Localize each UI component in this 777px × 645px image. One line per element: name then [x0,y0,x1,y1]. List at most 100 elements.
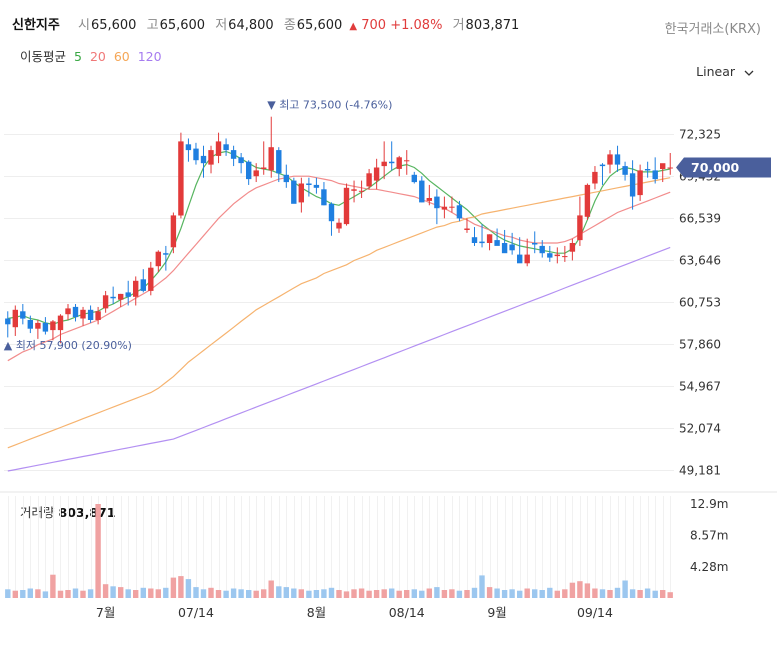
volume-bar [193,587,199,598]
candle-body [65,308,71,315]
candle-body [72,306,79,318]
candle-body [524,254,530,264]
high-price-annotation: ▼ 최고 73,500 (-4.76%) [267,99,392,112]
candle-body [486,234,493,243]
candle-body [50,321,56,331]
ma-legend-20[interactable]: 20 [89,49,106,64]
volume-bar [426,588,432,598]
volume-bar [306,590,312,598]
volume-bar [547,587,553,598]
volume-bar [95,504,101,598]
volume-bar [456,590,463,598]
candle-body [622,166,628,175]
candle-body [321,189,327,206]
candle-body [102,295,109,309]
candle-body [464,228,470,230]
volume-bar [5,589,11,598]
candle-body [155,251,161,267]
volume-bar [381,589,387,598]
candle-body [599,164,606,167]
candle-body [178,141,184,216]
candle-body [456,205,463,219]
candle-body [95,311,101,320]
volume-bar [449,589,455,598]
volume-bar [133,590,139,598]
volume-bar [102,584,109,598]
volume-bar [125,589,131,598]
candle-body [125,292,131,297]
low-label: 저 [215,18,228,33]
volume-bar [253,590,259,598]
volume-bar [230,588,237,598]
candle-body [223,144,229,151]
candle-body [148,267,154,291]
candle-body [509,244,515,251]
volume-bar [87,589,94,598]
candle-body [644,169,651,171]
x-tick-label: 9월 [487,605,506,620]
exchange-label: 한국거래소(KRX) [664,22,761,37]
candle-body [592,171,598,184]
candle-body [87,309,94,320]
candle-body [532,243,538,245]
volume-bar [532,589,538,598]
volume-bar [464,590,470,598]
price-header: 신한지주 시65,600 고65,600 저64,800 종65,600 ▲ 7… [12,14,519,33]
volume-bar [517,590,523,598]
volume-bar [524,588,530,598]
candle-body [20,311,26,319]
volume-bar [501,590,508,598]
ma-20-line [7,175,671,362]
price-tick-label: 49,181 [679,464,721,478]
volume-bar [629,589,636,598]
ma-legend-60[interactable]: 60 [113,49,130,64]
candle-body [381,161,387,167]
candle-body [80,309,86,319]
candle-body [471,237,478,243]
volume-bar [351,589,357,598]
volume-bar [411,589,417,598]
ma-legend-120[interactable]: 120 [137,49,162,64]
candle-body [629,173,636,197]
volume-bar [419,590,425,598]
volume-bar [238,589,244,598]
volume-panel-value: 803,871 [58,505,116,520]
candle-body [185,144,192,151]
price-tick-label: 54,967 [679,380,721,394]
scale-selector[interactable]: Linear [696,64,755,79]
volume-bar [35,589,41,598]
volume-bar [358,588,365,598]
volume-bar [607,590,613,598]
x-tick-label: 8월 [307,605,326,620]
candle-body [547,253,553,258]
candle-body [118,293,124,300]
candle-body [411,174,417,183]
candle-body [12,309,18,328]
volume-bar [155,589,161,598]
volume-bar [283,587,289,598]
volume-bar [389,588,395,598]
chevron-down-icon [744,70,754,76]
ma-legend-5[interactable]: 5 [74,49,82,64]
volume-bar [562,589,568,598]
candle-body [253,170,259,177]
ma-legend: 이동평균 5 20 60 120 [20,46,166,65]
volume-bar [223,590,229,598]
volume-bar [246,590,252,598]
candle-body [351,189,357,191]
current-price-badge [676,157,771,178]
candle-body [554,254,560,257]
volume-bar [185,579,192,598]
candle-body [163,253,169,255]
volume-bar [373,590,380,598]
volume-bar [554,590,560,598]
volume-bar [434,587,440,598]
volume-bar [313,590,320,598]
close-value: 65,600 [296,18,343,33]
candle-body [562,256,568,258]
ma-legend-title: 이동평균 [20,49,67,64]
x-tick-label: 07/14 [178,605,214,620]
volume-bar [200,589,207,598]
x-tick-label: 09/14 [577,605,613,620]
